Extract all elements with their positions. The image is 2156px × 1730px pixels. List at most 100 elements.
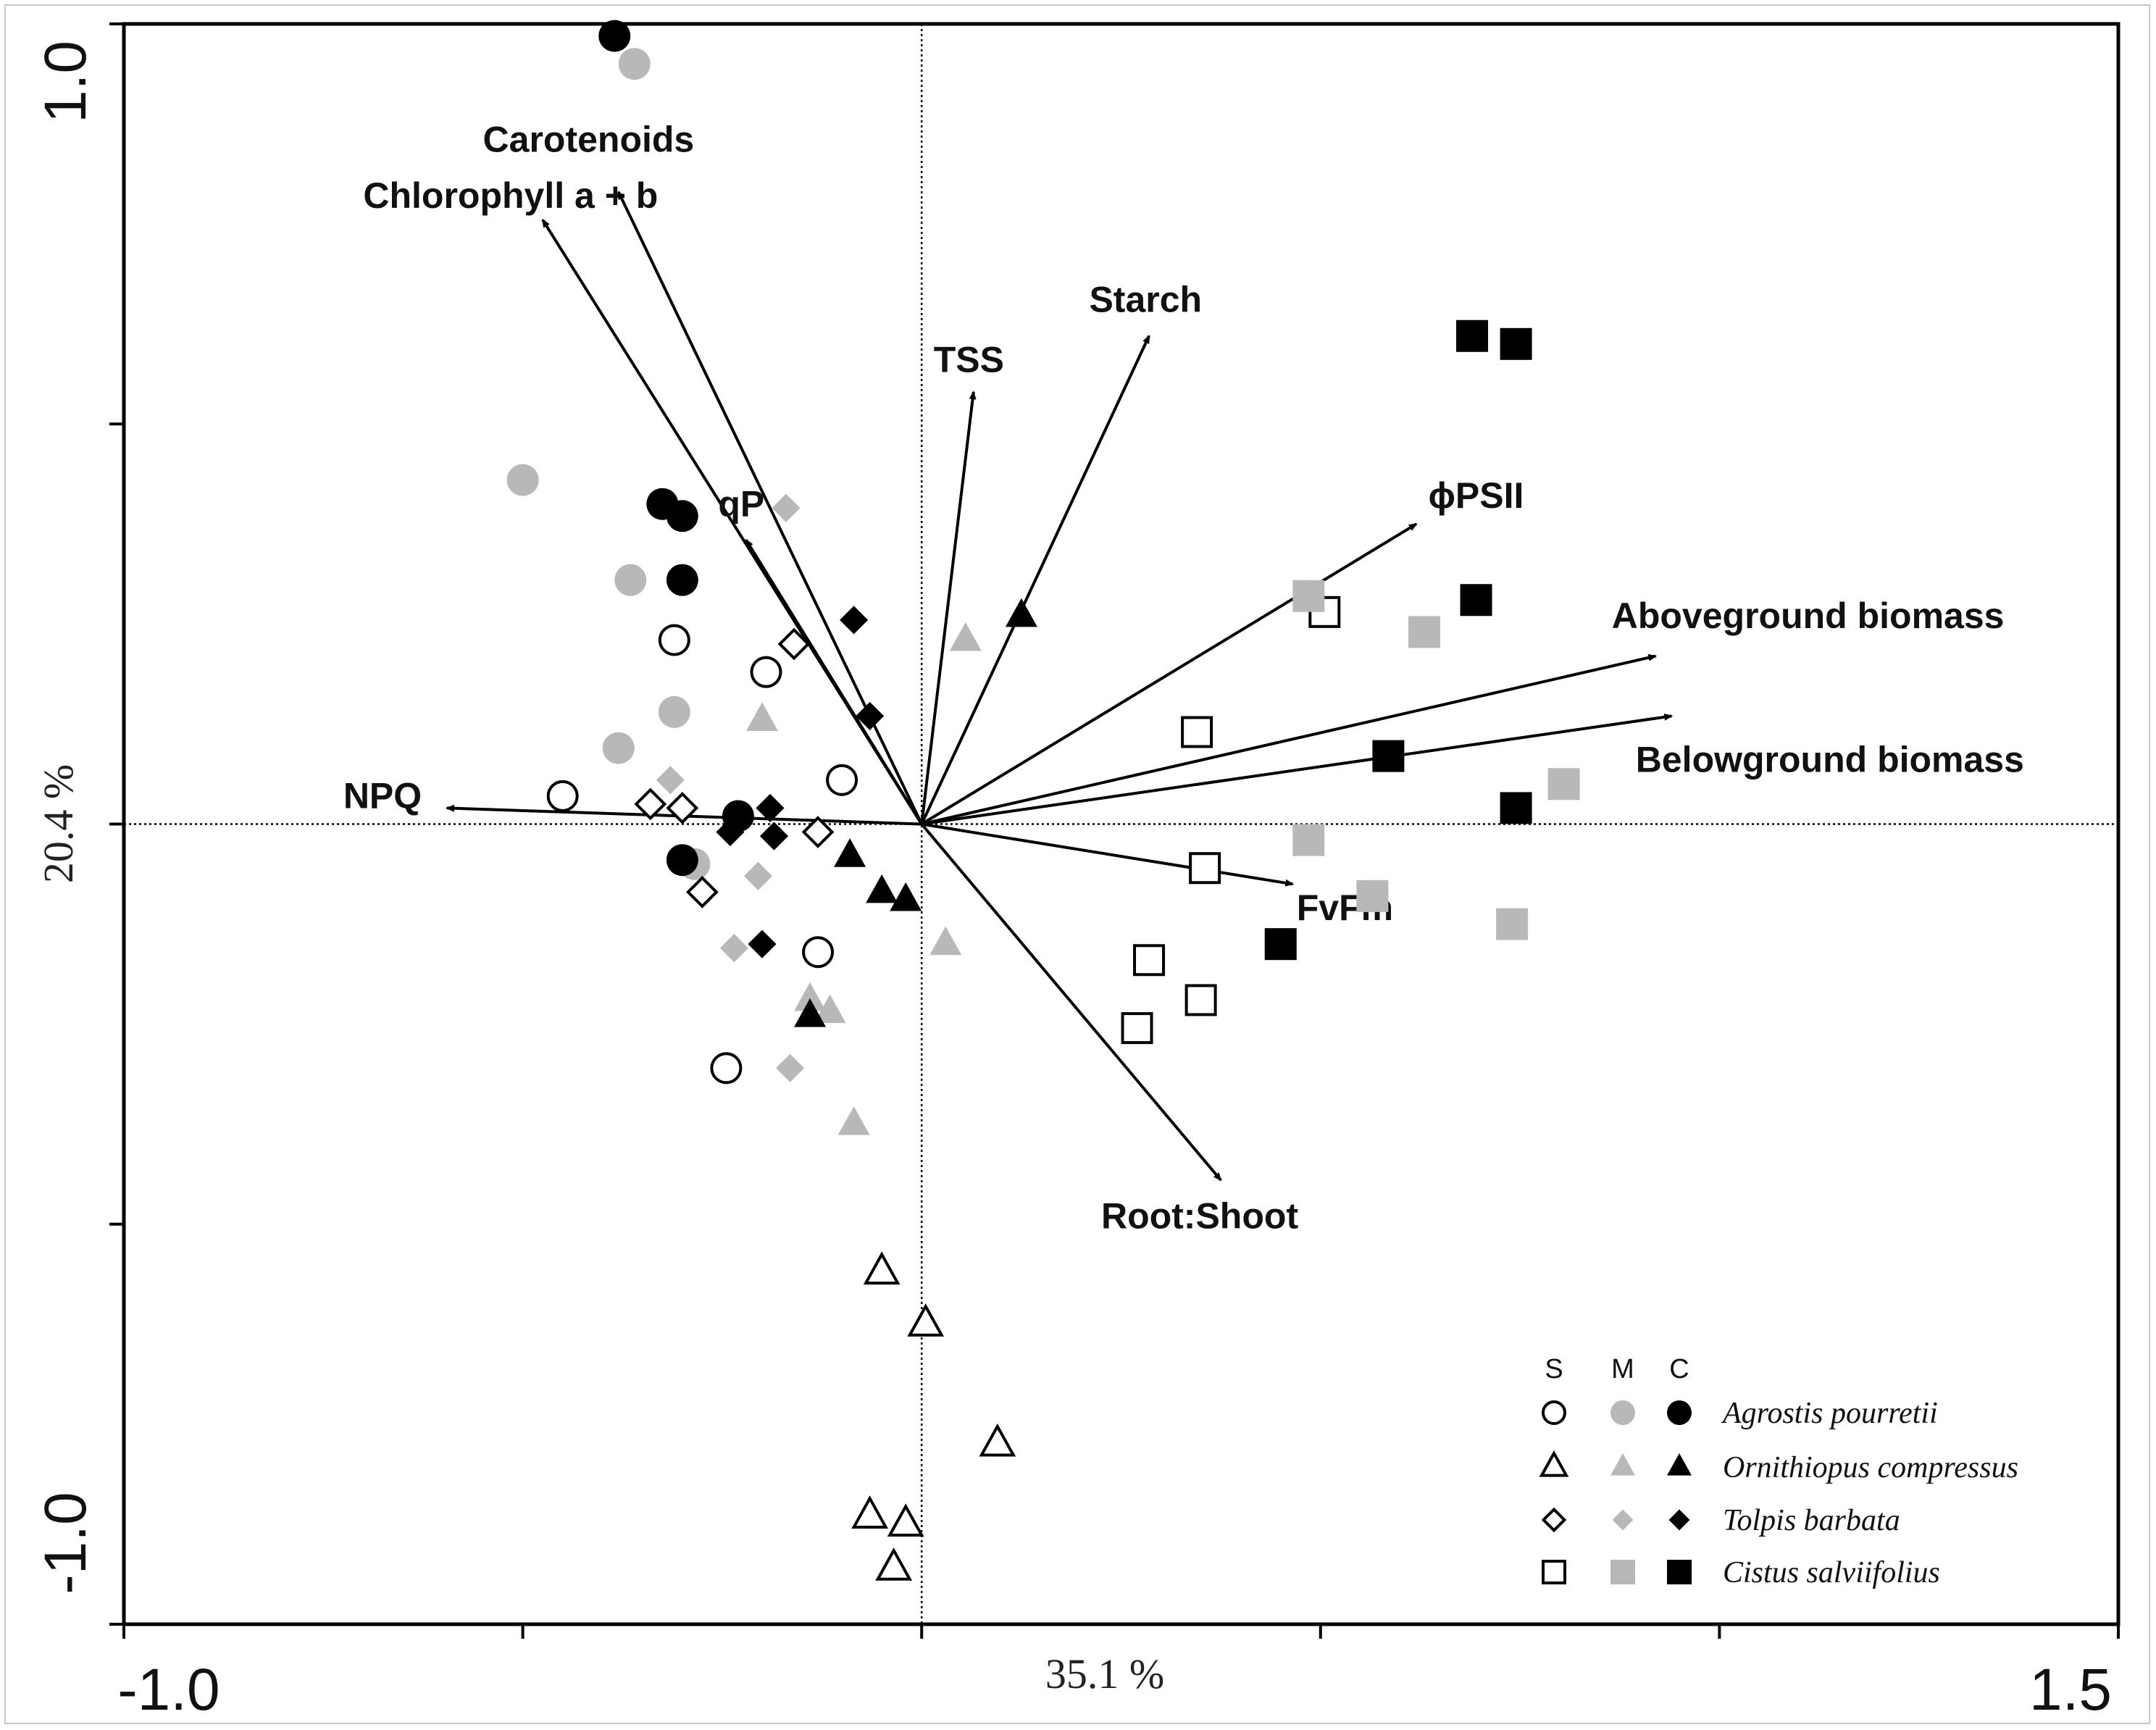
point-circle-open (826, 764, 858, 796)
y-tick-label-min: -1.0 (33, 1492, 99, 1594)
legend-marker-square-grey (1610, 1560, 1635, 1584)
point-triangle-open (863, 1251, 901, 1285)
legend-marker-diamond-grey (1612, 1509, 1634, 1531)
point-square-open (1184, 984, 1217, 1016)
legend-marker-triangle-open (1539, 1450, 1569, 1477)
vector-label-root-shoot: Root:Shoot (1101, 1195, 1298, 1236)
x-tick-label-max: 1.5 (2029, 1657, 2112, 1723)
point-circle-black (598, 20, 631, 52)
point-diamond-grey (656, 766, 685, 795)
point-triangle-grey (949, 622, 982, 651)
point-diamond-open (666, 792, 699, 824)
point-circle-grey (658, 695, 690, 728)
vector-root-shoot (920, 823, 1222, 1182)
vector-label-tss: TSS (934, 339, 1004, 380)
vector-label-chlorophyll-a-b: Chlorophyll a + b (363, 175, 658, 216)
scatter-points (506, 20, 1580, 1581)
point-diamond-black (716, 817, 745, 847)
axis-ticks (109, 22, 2120, 1639)
point-triangle-grey (794, 982, 827, 1011)
legend-marker-circle-black (1667, 1400, 1692, 1425)
point-square-grey (1547, 768, 1580, 801)
y-tick-label-max: 1.0 (33, 41, 99, 123)
legend-species-label: Cistus salviifolius (1723, 1556, 1940, 1589)
legend-column-s: S (1545, 1354, 1563, 1384)
point-circle-grey (506, 464, 539, 496)
point-square-grey (1408, 616, 1440, 648)
vector-belowground-biomass (921, 713, 1674, 826)
point-square-grey (1292, 580, 1325, 612)
vector-label-aboveground-biomass: Aboveground biomass (1612, 596, 2005, 636)
legend-marker-square-black (1667, 1560, 1692, 1584)
point-diamond-open (685, 876, 719, 908)
point-square-open (1133, 944, 1166, 977)
point-square-grey (1292, 824, 1325, 856)
point-triangle-grey (837, 1106, 870, 1135)
point-circle-grey (602, 732, 635, 764)
point-circle-open (658, 624, 690, 656)
point-triangle-grey (814, 994, 846, 1024)
point-square-black (1500, 327, 1532, 360)
vector-qp (745, 538, 923, 825)
point-circle-grey (614, 564, 647, 596)
point-triangle-black (1005, 598, 1037, 627)
point-diamond-open (801, 816, 835, 848)
figure-frame (4, 4, 2150, 1724)
point-triangle-open (979, 1423, 1016, 1457)
point-circle-black (666, 564, 698, 596)
point-diamond-black (748, 929, 777, 958)
vector-label-starch: Starch (1089, 280, 1202, 320)
vector-label-belowground-biomass: Belowground biomass (1636, 740, 2024, 780)
point-square-black (1500, 792, 1532, 824)
point-circle-open (546, 780, 579, 812)
vector-psii (921, 522, 1418, 826)
point-diamond-black (840, 606, 869, 635)
vector-tss (920, 390, 977, 824)
legend-marker-triangle-grey (1610, 1453, 1635, 1476)
legend-marker-triangle-black (1667, 1453, 1692, 1476)
point-circle-black (666, 844, 698, 877)
point-diamond-open (634, 787, 667, 821)
point-circle-open (710, 1052, 743, 1085)
point-square-black (1372, 740, 1405, 772)
point-diamond-black (759, 822, 789, 851)
point-diamond-open (777, 627, 811, 661)
vector-aboveground-biomass (921, 653, 1658, 826)
x-axis-label: 35.1 % (1045, 1650, 1164, 1697)
legend-species-label: Tolpis barbata (1723, 1504, 1900, 1537)
point-circle-black (666, 500, 698, 532)
point-square-black (1460, 584, 1492, 617)
legend-marker-circle-grey (1610, 1400, 1635, 1425)
point-triangle-black (890, 882, 922, 911)
point-triangle-open (851, 1495, 889, 1529)
point-circle-grey (618, 48, 651, 80)
point-square-grey (1496, 908, 1529, 940)
point-square-open (1189, 852, 1221, 885)
vector-fvfm (921, 822, 1295, 887)
point-square-grey (1356, 879, 1389, 912)
point-diamond-black (856, 701, 885, 730)
point-diamond-grey (772, 493, 801, 522)
point-circle-open (802, 936, 835, 969)
y-axis-label: 20.4 % (35, 764, 82, 883)
point-square-black (1264, 928, 1297, 961)
point-triangle-black (794, 998, 827, 1027)
legend-marker-diamond-open (1541, 1507, 1567, 1533)
point-triangle-black (866, 874, 898, 903)
point-triangle-grey (745, 702, 778, 731)
point-square-black (1456, 319, 1489, 352)
x-tick-label-min: -1.0 (117, 1657, 220, 1723)
point-diamond-black (756, 793, 785, 822)
point-square-open (1181, 716, 1213, 748)
legend-column-m: M (1611, 1354, 1634, 1384)
point-triangle-open (907, 1303, 945, 1337)
legend-column-c: C (1669, 1354, 1689, 1384)
legend-marker-circle-open (1542, 1400, 1566, 1425)
point-triangle-black (834, 838, 866, 867)
vector-arrows: Chlorophyll a + b Carotenoids TSS Starch ϕPS… (343, 120, 2024, 1237)
vector-starch (920, 334, 1150, 825)
legend-species-label: Ornithiopus compressus (1723, 1451, 2018, 1484)
point-square-open (1121, 1012, 1153, 1045)
vector-label-psii: ϕPSII (1428, 475, 1524, 516)
